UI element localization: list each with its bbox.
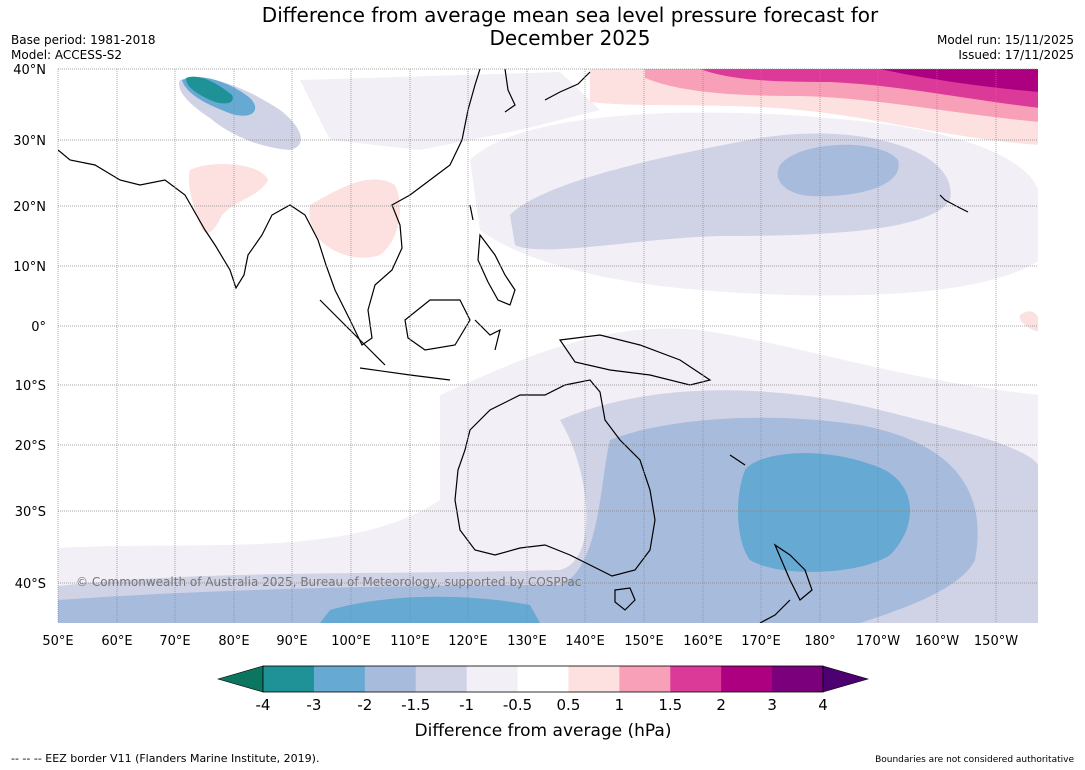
meta-left: Base period: 1981-2018 Model: ACCESS-S2 bbox=[11, 33, 156, 63]
colorbar-tick-label: 2 bbox=[716, 696, 726, 714]
lon-label: 120°E bbox=[448, 634, 488, 649]
colorbar-cell bbox=[619, 666, 671, 692]
lon-label: 180° bbox=[804, 634, 835, 649]
graticule bbox=[57, 68, 1038, 623]
colorbar-tick-label: -4 bbox=[256, 696, 271, 714]
colorbar: -4 -3 -2 -1.5 -1 -0.5 0.5 1 1.5 2 3 4 Difference fr… bbox=[216, 665, 870, 741]
issued-date: Issued: 17/11/2025 bbox=[958, 48, 1074, 62]
lat-label: 10°S bbox=[15, 379, 46, 394]
latitude-labels: 40°N 30°N 20°N 10°N 0° 10°S 20°S 30°S 40… bbox=[13, 63, 46, 592]
colorbar-cell bbox=[415, 666, 468, 692]
longitude-labels: 50°E 60°E 70°E 80°E 90°E 100°E 110°E 120… bbox=[42, 634, 1018, 649]
meta-right: Model run: 15/11/2025 Issued: 17/11/2025 bbox=[937, 33, 1074, 63]
colorbar-tick-label: 1.5 bbox=[658, 696, 682, 714]
anomaly-field bbox=[58, 69, 1038, 623]
model-name: Model: ACCESS-S2 bbox=[11, 48, 123, 62]
colorbar-frame bbox=[262, 665, 824, 693]
lon-label: 170°E bbox=[741, 634, 781, 649]
colorbar-cells bbox=[263, 666, 824, 692]
map-title: Difference from average mean sea level p… bbox=[200, 4, 940, 50]
colorbar-cell bbox=[263, 666, 315, 692]
lat-label: 20°N bbox=[13, 200, 46, 215]
copyright-text: © Commonwealth of Australia 2025, Bureau… bbox=[76, 575, 581, 589]
colorbar-tick-label: 4 bbox=[818, 696, 828, 714]
lon-label: 50°E bbox=[42, 634, 73, 649]
boundaries-disclaimer: Boundaries are not considered authoritat… bbox=[875, 755, 1074, 765]
colorbar-cell bbox=[313, 666, 366, 692]
colorbar-cell bbox=[568, 666, 620, 692]
lon-label: 60°E bbox=[101, 634, 132, 649]
lon-label: 150°E bbox=[624, 634, 664, 649]
lon-label: 170°W bbox=[856, 634, 900, 649]
title-line-1: Difference from average mean sea level p… bbox=[261, 3, 879, 27]
colorbar-tick-label: 0.5 bbox=[557, 696, 581, 714]
colorbar-cell bbox=[517, 666, 569, 692]
colorbar-tick-label: -0.5 bbox=[503, 696, 532, 714]
lon-label: 110°E bbox=[390, 634, 430, 649]
lon-label: 130°E bbox=[507, 634, 547, 649]
colorbar-tick-label: -3 bbox=[306, 696, 321, 714]
colorbar-cell bbox=[364, 666, 417, 692]
lon-label: 70°E bbox=[159, 634, 190, 649]
lon-label: 100°E bbox=[331, 634, 371, 649]
lat-label: 20°S bbox=[15, 439, 46, 454]
colorbar-tick-label: -1 bbox=[459, 696, 474, 714]
colorbar-tick-labels: -4 -3 -2 -1.5 -1 -0.5 0.5 1 1.5 2 3 4 bbox=[256, 696, 828, 714]
base-period: Base period: 1981-2018 bbox=[11, 33, 156, 47]
colorbar-tick-label: 3 bbox=[767, 696, 777, 714]
colorbar-tick-label: -1.5 bbox=[401, 696, 430, 714]
colorbar-tick-label: -2 bbox=[357, 696, 372, 714]
lon-label: 160°E bbox=[683, 634, 723, 649]
lat-label: 30°S bbox=[15, 505, 46, 520]
title-line-2: December 2025 bbox=[489, 26, 651, 50]
lon-label: 80°E bbox=[218, 634, 249, 649]
lon-label: 160°W bbox=[915, 634, 959, 649]
lat-label: 40°N bbox=[13, 63, 46, 78]
lon-label: 90°E bbox=[276, 634, 307, 649]
coastlines bbox=[58, 69, 969, 623]
eez-note: -- -- -- EEZ border V11 (Flanders Marine… bbox=[11, 752, 320, 765]
lon-label: 150°W bbox=[974, 634, 1018, 649]
colorbar-cell bbox=[772, 666, 824, 692]
colorbar-over-arrow bbox=[822, 665, 870, 693]
colorbar-cell bbox=[670, 666, 722, 692]
lat-label: 10°N bbox=[13, 260, 46, 275]
colorbar-title: Difference from average (hPa) bbox=[415, 721, 672, 741]
lat-label: 0° bbox=[31, 320, 46, 335]
lat-label: 40°S bbox=[15, 577, 46, 592]
colorbar-cell bbox=[721, 666, 773, 692]
colorbar-cell bbox=[466, 666, 519, 692]
lat-label: 30°N bbox=[13, 134, 46, 149]
model-run: Model run: 15/11/2025 bbox=[936, 33, 1074, 47]
lon-label: 140°E bbox=[565, 634, 605, 649]
colorbar-under-arrow bbox=[216, 665, 264, 693]
colorbar-tick-label: 1 bbox=[615, 696, 625, 714]
